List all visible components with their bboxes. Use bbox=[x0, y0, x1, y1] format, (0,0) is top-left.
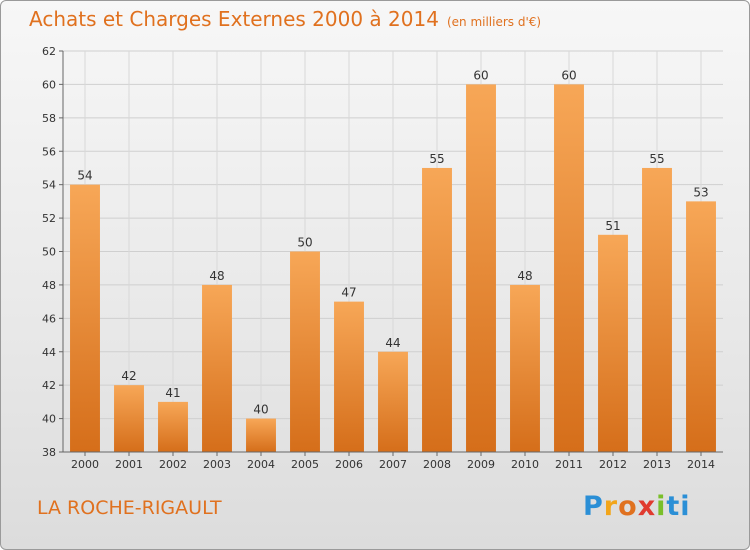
y-tick-label: 44 bbox=[42, 346, 56, 359]
data-label-2000: 54 bbox=[77, 169, 92, 183]
bar-2003 bbox=[202, 284, 232, 452]
bar-2008 bbox=[422, 167, 452, 453]
data-label-2004: 40 bbox=[253, 403, 268, 417]
y-tick-label: 48 bbox=[42, 279, 56, 292]
chart-subtitle: (en milliers d'€) bbox=[446, 15, 542, 29]
x-axis-ticks: 2000 2001 2002 2003 2004 2005 2006 2007 2008 2009… bbox=[63, 451, 723, 471]
bar-2007 bbox=[378, 351, 408, 452]
x-tick-label-2009: 2009 bbox=[467, 458, 495, 471]
bar-2001 bbox=[114, 385, 144, 452]
y-tick-label: 60 bbox=[42, 78, 56, 91]
data-label-2014: 53 bbox=[693, 185, 708, 199]
x-tick-label-2005: 2005 bbox=[291, 458, 319, 471]
x-tick-label-2006: 2006 bbox=[335, 458, 363, 471]
x-tick-label-2001: 2001 bbox=[115, 458, 143, 471]
data-label-2010: 48 bbox=[517, 269, 532, 283]
bar-2010 bbox=[510, 284, 540, 452]
data-label-2003: 48 bbox=[209, 269, 224, 283]
y-tick-label: 40 bbox=[42, 413, 56, 426]
x-tick-label-2003: 2003 bbox=[203, 458, 231, 471]
bar-2004 bbox=[246, 418, 276, 452]
x-tick-label-2011: 2011 bbox=[555, 458, 583, 471]
data-label-2012: 51 bbox=[605, 219, 620, 233]
x-tick-label-2010: 2010 bbox=[511, 458, 539, 471]
bar-2011 bbox=[554, 84, 584, 453]
y-tick-label: 42 bbox=[42, 379, 56, 392]
data-label-2007: 44 bbox=[385, 336, 400, 350]
commune-name: LA ROCHE-RIGAULT bbox=[37, 497, 222, 519]
bar-2009 bbox=[466, 84, 496, 453]
x-tick-label-2013: 2013 bbox=[643, 458, 671, 471]
data-label-2011: 60 bbox=[561, 68, 576, 82]
y-tick-label: 54 bbox=[42, 179, 56, 192]
data-labels: 54 42 41 48 40 50 47 44 55 60 48 60 51 55 53 bbox=[77, 68, 708, 416]
y-tick-label: 38 bbox=[42, 446, 56, 459]
x-tick-label-2012: 2012 bbox=[599, 458, 627, 471]
y-tick-label: 62 bbox=[42, 45, 56, 58]
x-tick-label-2014: 2014 bbox=[687, 458, 715, 471]
x-tick-label-2008: 2008 bbox=[423, 458, 451, 471]
y-tick-label: 46 bbox=[42, 312, 56, 325]
data-label-2006: 47 bbox=[341, 286, 356, 300]
y-tick-label: 58 bbox=[42, 112, 56, 125]
data-label-2013: 55 bbox=[649, 152, 664, 166]
y-tick-label: 52 bbox=[42, 212, 56, 225]
title-row: Achats et Charges Externes 2000 à 2014 (e… bbox=[29, 7, 541, 31]
bar-2014 bbox=[686, 201, 716, 452]
bar-2000 bbox=[70, 184, 100, 452]
y-tick-label: 56 bbox=[42, 145, 56, 158]
bar-2002 bbox=[158, 401, 188, 452]
proxiti-logo[interactable]: Proxiti bbox=[583, 491, 691, 522]
bar-2005 bbox=[290, 251, 320, 452]
bars bbox=[70, 84, 716, 453]
y-tick-label: 50 bbox=[42, 246, 56, 259]
data-label-2009: 60 bbox=[473, 68, 488, 82]
x-tick-label-2000: 2000 bbox=[71, 458, 99, 471]
data-label-2001: 42 bbox=[121, 369, 136, 383]
data-label-2008: 55 bbox=[429, 152, 444, 166]
bar-2012 bbox=[598, 234, 628, 452]
x-tick-label-2004: 2004 bbox=[247, 458, 275, 471]
data-label-2002: 41 bbox=[165, 386, 180, 400]
data-label-2005: 50 bbox=[297, 236, 312, 250]
chart-title: Achats et Charges Externes 2000 à 2014 bbox=[29, 7, 439, 31]
bar-2013 bbox=[642, 167, 672, 453]
y-axis-ticks: 38 40 42 44 46 48 50 52 54 56 58 60 62 bbox=[42, 45, 64, 459]
x-tick-label-2002: 2002 bbox=[159, 458, 187, 471]
bar-2006 bbox=[334, 301, 364, 452]
x-tick-label-2007: 2007 bbox=[379, 458, 407, 471]
